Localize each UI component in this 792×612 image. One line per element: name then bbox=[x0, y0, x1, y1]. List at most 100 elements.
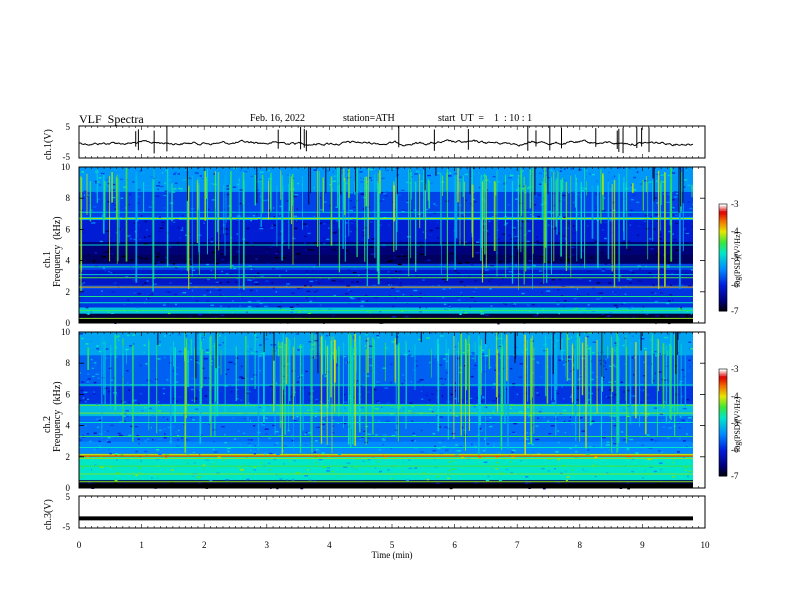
spectrogram-cell bbox=[333, 478, 335, 480]
spectrogram-cell bbox=[123, 434, 127, 436]
spectrogram-cell bbox=[566, 241, 569, 243]
spectrogram-cell bbox=[569, 370, 573, 372]
spectrogram-cell bbox=[509, 461, 513, 463]
spectrogram-cell bbox=[518, 185, 521, 187]
spectrogram-cell bbox=[221, 227, 223, 230]
spectrogram-cell bbox=[219, 335, 221, 337]
spectrogram-cell bbox=[387, 438, 389, 440]
spectrogram-cell bbox=[83, 442, 86, 444]
spectrogram-cell bbox=[196, 299, 198, 302]
spectrogram-cell bbox=[575, 307, 578, 310]
spectrogram-cell bbox=[378, 272, 381, 274]
spectrogram-cell bbox=[121, 341, 124, 343]
spectrogram-cell bbox=[276, 453, 280, 455]
spectrogram-cell bbox=[526, 365, 528, 368]
spectrogram-cell bbox=[83, 282, 85, 284]
spectrogram-cell bbox=[125, 415, 129, 418]
spectrogram-cell bbox=[379, 266, 382, 269]
spectrogram-cell bbox=[205, 459, 209, 461]
spectrogram-cell bbox=[417, 245, 420, 247]
spectrogram-cell bbox=[600, 427, 602, 429]
spectrogram-cell bbox=[525, 482, 528, 484]
spectrogram-cell bbox=[259, 228, 264, 230]
spectrogram-cell bbox=[232, 186, 237, 188]
spectrogram-cell bbox=[461, 426, 464, 429]
spectrogram-cell bbox=[376, 408, 379, 410]
spectrogram-cell bbox=[611, 273, 615, 275]
spectrogram-cell bbox=[437, 237, 439, 239]
spectrogram-cell bbox=[209, 312, 211, 314]
spectrogram-cell bbox=[655, 180, 658, 182]
spectrogram-cell bbox=[588, 273, 592, 275]
spectrogram-cell bbox=[608, 365, 613, 367]
colorbar-segment bbox=[719, 303, 727, 307]
colorbar-segment bbox=[719, 385, 727, 388]
spectrogram-cell bbox=[170, 223, 173, 225]
spectrogram-cell bbox=[79, 476, 83, 478]
spectrogram-cell bbox=[308, 341, 312, 343]
spectrogram-cell bbox=[410, 381, 413, 383]
spectrogram-cell bbox=[658, 462, 663, 464]
spectrogram-cell bbox=[459, 178, 462, 181]
colorbar1-label: log(PSD)(V²/Hz) bbox=[733, 231, 742, 287]
spectrogram-cell bbox=[402, 374, 405, 376]
spectrogram-cell bbox=[525, 209, 528, 211]
spectrogram-cell bbox=[198, 453, 201, 455]
spectrogram-cell bbox=[589, 332, 593, 334]
colorbar-segment bbox=[719, 426, 727, 429]
spectrogram-cell bbox=[368, 356, 372, 358]
spectrogram-cell bbox=[182, 332, 184, 334]
spectrogram-cell bbox=[682, 315, 687, 318]
spectrogram-cell bbox=[308, 478, 312, 481]
spectrogram-cell bbox=[206, 263, 209, 266]
spectrogram-cell bbox=[612, 415, 617, 417]
spectrogram-cell bbox=[159, 340, 161, 343]
spectrogram-cell bbox=[94, 364, 97, 366]
spectrogram-cell bbox=[210, 346, 215, 348]
spectrogram-cell bbox=[640, 183, 643, 185]
spectrogram-cell bbox=[522, 188, 525, 190]
spectrogram-cell bbox=[276, 400, 280, 403]
spectrogram-cell bbox=[547, 337, 551, 339]
spectrogram-cell bbox=[201, 177, 204, 180]
spectrogram-cell bbox=[607, 315, 611, 317]
spectrogram-cell bbox=[215, 275, 218, 277]
spectrogram-cell bbox=[155, 195, 160, 197]
spectrogram-cell bbox=[234, 281, 238, 283]
spectrogram-cell bbox=[100, 172, 105, 175]
spectrogram-cell bbox=[451, 245, 455, 247]
spectrogram-cell bbox=[178, 293, 183, 296]
spectrogram-cell bbox=[444, 426, 448, 428]
spectrogram-cell bbox=[389, 259, 393, 262]
spectrogram-cell bbox=[360, 429, 363, 431]
spectrogram-cell bbox=[374, 447, 376, 450]
spectrogram-cell bbox=[225, 296, 228, 299]
spectrogram-cell bbox=[517, 175, 522, 177]
spectrogram-cell bbox=[177, 429, 180, 432]
spectrogram-cell bbox=[658, 371, 662, 373]
spectrogram-cell bbox=[426, 405, 429, 407]
spectrogram-cell bbox=[675, 222, 679, 224]
spectrogram-cell bbox=[441, 278, 446, 281]
spectrogram-cell bbox=[406, 200, 410, 202]
spectrogram-cell bbox=[309, 300, 313, 303]
spectrogram-cell bbox=[465, 218, 468, 221]
spectrogram-cell bbox=[259, 406, 261, 409]
spectrogram-cell bbox=[491, 216, 495, 218]
spectrogram-cell bbox=[175, 381, 179, 383]
spectrogram-cell bbox=[92, 260, 96, 262]
spectrogram-cell bbox=[629, 438, 634, 441]
spectrogram-cell bbox=[387, 271, 390, 273]
spectrogram-cell bbox=[339, 234, 343, 236]
spectrogram-cell bbox=[511, 228, 515, 231]
spectrogram-cell bbox=[178, 350, 181, 353]
spectrogram-cell bbox=[592, 352, 595, 354]
spectrogram-cell bbox=[119, 278, 124, 280]
spectrogram-cell bbox=[612, 420, 615, 422]
colorbar-segment bbox=[719, 454, 727, 457]
spectrogram-cell bbox=[679, 383, 682, 385]
spectrogram-cell bbox=[356, 281, 359, 283]
spectrogram-cell bbox=[95, 373, 99, 375]
spectrogram-cell bbox=[419, 245, 423, 247]
spectrogram-cell bbox=[492, 176, 496, 178]
